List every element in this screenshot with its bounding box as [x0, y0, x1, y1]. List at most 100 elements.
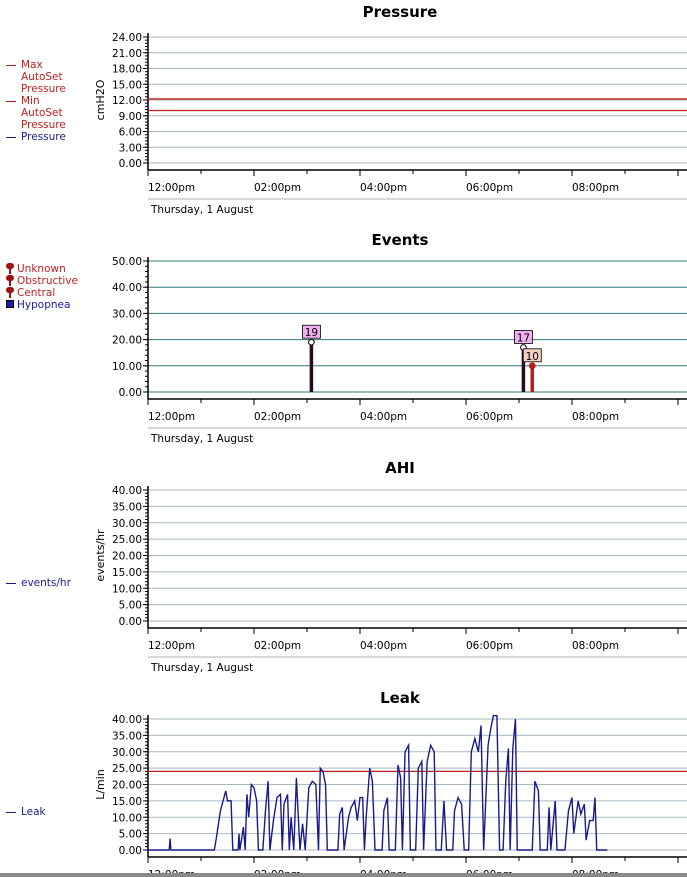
- legend-label: Min AutoSet Pressure: [21, 95, 66, 131]
- y-tick-label: 21.00: [112, 48, 142, 60]
- legend-item-pressure: Pressure: [6, 131, 71, 143]
- events-chart: Events 50.00 40.00 30.00 20.00 10.00 0.00 12:00…: [112, 231, 687, 445]
- y-tick-label: 15.00: [112, 567, 142, 579]
- x-tick-label: 12:00pm: [148, 182, 195, 194]
- y-axis-label: cmH2O: [94, 79, 107, 120]
- legend-label: Unknown: [17, 263, 66, 275]
- line-swatch-icon: [6, 583, 16, 584]
- event-label-box: [302, 324, 321, 339]
- legend-item-central: Central: [6, 287, 77, 299]
- pin-icon: [6, 263, 14, 274]
- y-tick-label: 12.00: [112, 95, 142, 107]
- y-tick-label: 40.00: [112, 714, 142, 726]
- y-tick-label: 20.00: [112, 551, 142, 563]
- line-swatch-icon: [6, 812, 16, 813]
- legend-item-hypopnea: Hypopnea: [6, 299, 77, 311]
- y-tick-label: 10.00: [112, 812, 142, 824]
- event-marker-head: [308, 338, 315, 346]
- event-label-box: [522, 348, 542, 363]
- y-tick-label: 40.00: [112, 485, 142, 497]
- y-tick-label: 10.00: [112, 361, 142, 373]
- y-tick-label: 24.00: [112, 32, 142, 44]
- legend-label: Central: [17, 287, 56, 299]
- legend-label: Pressure: [21, 131, 66, 143]
- x-tick-label: 12:00pm: [148, 411, 195, 423]
- y-tick-label: 30.00: [112, 308, 142, 320]
- y-tick-label: 15.00: [112, 796, 142, 808]
- leak-legend: Leak: [6, 806, 46, 818]
- x-tick-label: 02:00pm: [254, 640, 301, 652]
- y-tick-label: 5.00: [119, 600, 142, 612]
- y-axis-label: events/hr: [94, 529, 107, 582]
- y-tick-label: 10.00: [112, 583, 142, 595]
- x-tick-label: 06:00pm: [466, 411, 513, 423]
- chart-title: Pressure: [363, 3, 438, 21]
- event-label: 17: [517, 332, 530, 344]
- ahi-legend: events/hr: [6, 577, 71, 589]
- event-marker-head: [528, 362, 536, 370]
- y-tick-label: 20.00: [112, 780, 142, 792]
- y-tick-label: 35.00: [112, 730, 142, 742]
- pressure-legend: Max AutoSet Pressure Min AutoSet Pressure…: [6, 59, 71, 143]
- events-legend: Unknown Obstructive Central Hypopnea: [6, 263, 78, 311]
- date-label: Thursday, 1 August: [150, 433, 253, 445]
- event-label: 10: [526, 351, 539, 363]
- chart-title: AHI: [385, 459, 415, 477]
- event-label: 19: [305, 327, 318, 339]
- x-tick-label: 08:00pm: [572, 182, 619, 194]
- y-tick-label: 15.00: [112, 79, 142, 91]
- y-tick-label: 0.00: [119, 616, 142, 628]
- y-tick-label: 25.00: [112, 763, 142, 775]
- y-tick-label: 18.00: [112, 64, 142, 76]
- x-tick-label: 04:00pm: [360, 640, 407, 652]
- y-axis-label: L/min: [94, 769, 107, 800]
- y-tick-label: 30.00: [112, 747, 142, 759]
- legend-label: Obstructive: [17, 275, 78, 287]
- legend-item-leak: Leak: [6, 806, 46, 818]
- y-tick-label: 40.00: [112, 282, 142, 294]
- legend-label: Leak: [21, 806, 46, 818]
- y-tick-label: 20.00: [112, 335, 142, 347]
- legend-item-events-hr: events/hr: [6, 577, 71, 589]
- legend-label: Hypopnea: [17, 299, 71, 311]
- pin-icon: [6, 287, 14, 298]
- y-tick-label: 6.00: [119, 127, 142, 139]
- x-tick-label: 12:00pm: [148, 640, 195, 652]
- x-tick-label: 06:00pm: [466, 640, 513, 652]
- y-tick-label: 30.00: [112, 518, 142, 530]
- x-tick-label: 04:00pm: [360, 411, 407, 423]
- line-swatch-icon: [6, 65, 16, 66]
- line-swatch-icon: [6, 137, 16, 138]
- pin-icon: [6, 275, 14, 286]
- square-icon: [6, 300, 14, 308]
- event-label-box: [514, 330, 533, 344]
- pressure-chart: Pressure 24.00 21.00 18.00 15.00 12.00 9.00 6.0…: [94, 3, 687, 216]
- y-tick-label: 35.00: [112, 501, 142, 513]
- chart-title: Events: [372, 231, 429, 249]
- x-tick-label: 02:00pm: [254, 182, 301, 194]
- legend-item-obstructive: Obstructive: [6, 275, 78, 287]
- horizontal-scrollbar[interactable]: [0, 873, 687, 877]
- y-tick-label: 3.00: [119, 142, 142, 154]
- chart-title: Leak: [380, 689, 421, 707]
- ahi-chart: AHI 40.00 35.00 30.00 25.00 20.00 15.00 10.00 5.…: [94, 459, 687, 674]
- y-tick-label: 9.00: [119, 111, 142, 123]
- x-tick-label: 08:00pm: [572, 640, 619, 652]
- leak-chart: Leak 40.00 35.00 30.00 25.00 20.00 15.00 10.00 5…: [94, 689, 687, 877]
- legend-label: Max AutoSet Pressure: [21, 59, 66, 95]
- x-tick-label: 02:00pm: [254, 411, 301, 423]
- x-tick-label: 08:00pm: [572, 411, 619, 423]
- y-tick-label: 50.00: [112, 256, 142, 268]
- x-tick-label: 04:00pm: [360, 182, 407, 194]
- x-tick-label: 06:00pm: [466, 182, 513, 194]
- legend-label: events/hr: [21, 577, 71, 589]
- series-line-leak: [148, 715, 608, 851]
- line-swatch-icon: [6, 101, 16, 102]
- y-tick-label: 0.00: [119, 845, 142, 857]
- y-tick-label: 0.00: [119, 158, 142, 170]
- date-label: Thursday, 1 August: [150, 662, 253, 674]
- legend-item-min-autoset-pressure: Min AutoSet Pressure: [6, 95, 71, 131]
- y-tick-label: 5.00: [119, 829, 142, 841]
- legend-item-max-autoset-pressure: Max AutoSet Pressure: [6, 59, 71, 95]
